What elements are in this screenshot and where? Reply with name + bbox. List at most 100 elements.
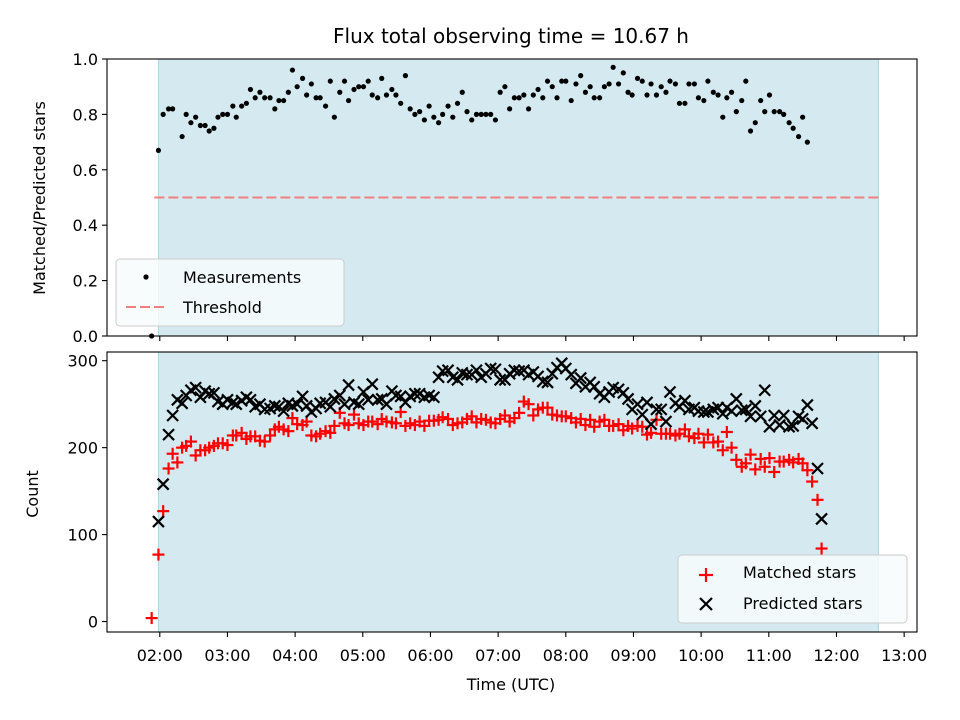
measurement-point [634, 75, 641, 81]
matched-star-point [725, 441, 738, 454]
measurement-point [459, 89, 465, 95]
legend-matched-label: Matched stars [743, 563, 856, 582]
measurement-point [445, 103, 451, 109]
matched-star-point [796, 457, 809, 470]
matched-star-point [465, 410, 478, 423]
measurement-point [322, 103, 329, 109]
counts-y-ticks: 0 100 200 300 [67, 352, 107, 632]
measurement-point [544, 78, 551, 84]
measurement-point [375, 95, 381, 101]
matched-star-point [720, 426, 733, 438]
measurement-point [610, 64, 616, 70]
matched-star-point [162, 462, 175, 475]
measurement-point [473, 111, 480, 117]
predicted-star-point [470, 363, 483, 377]
predicted-star-point [166, 409, 179, 422]
measurement-point [488, 111, 494, 117]
measurement-point [777, 109, 783, 115]
measurement-point [781, 111, 787, 117]
predicted-star-point [432, 370, 445, 384]
counts-legend-box [677, 554, 908, 624]
measurement-point [426, 103, 432, 109]
predicted-star-point [156, 477, 170, 491]
predicted-star-point [725, 404, 738, 418]
predicted-star-point [229, 397, 243, 411]
matched-star-point [282, 425, 295, 438]
measurement-point [421, 117, 427, 123]
measurement-point [758, 97, 764, 104]
measurement-point [578, 73, 584, 79]
measurement-point [285, 89, 291, 95]
measurement-point [412, 111, 418, 117]
predicted-star-point [493, 373, 507, 387]
measurement-point [691, 81, 697, 87]
measurement-point [724, 95, 730, 101]
measurement-point [559, 78, 565, 84]
predicted-star-point [564, 368, 578, 381]
matched-star-point [811, 493, 824, 506]
predicted-star-point [697, 405, 711, 419]
matched-star-point [230, 429, 243, 442]
predicted-star-point [427, 390, 441, 404]
matched-points [145, 395, 828, 625]
measurement-point [313, 95, 319, 101]
predicted-star-point [342, 378, 355, 392]
measurement-point [663, 89, 669, 95]
measurement-point [606, 81, 612, 87]
predicted-star-point [782, 420, 796, 434]
matched-star-point [286, 412, 299, 425]
matched-star-point [588, 420, 601, 433]
measurement-point [786, 120, 792, 126]
measurement-point [701, 97, 707, 104]
measurement-point [197, 122, 203, 129]
measurement-point [795, 133, 802, 140]
measurement-point [211, 125, 217, 131]
predicted-star-point [338, 397, 351, 411]
matched-star-point [626, 422, 639, 435]
predicted-star-point [654, 403, 668, 416]
measurement-point [398, 100, 404, 106]
chart-title: Flux total observing time = 10.67 h [333, 24, 689, 48]
counts-legend: Matched stars Predicted stars [677, 554, 908, 624]
measurement-point [554, 95, 560, 101]
matched-star-point [314, 427, 327, 440]
y-tick-label: 100 [67, 526, 98, 545]
legend-measurements-marker [143, 274, 149, 280]
measurement-point [591, 95, 597, 101]
measurement-point [202, 122, 208, 129]
matched-star-point [442, 412, 455, 425]
measurement-point [308, 81, 314, 87]
measurement-point [728, 89, 735, 95]
measurement-point [620, 70, 626, 76]
predicted-star-point [207, 386, 221, 400]
measurement-point [720, 114, 726, 120]
measurement-point [469, 117, 475, 123]
matched-star-point [768, 466, 781, 478]
measurement-point [743, 78, 749, 84]
matched-star-point [763, 452, 776, 465]
measurement-point [206, 128, 212, 134]
measurement-point [535, 86, 541, 93]
measurement-point [393, 92, 399, 98]
predicted-star-point [328, 392, 341, 406]
measurement-point [771, 109, 777, 115]
measurement-point [521, 92, 527, 98]
predicted-star-point [767, 409, 781, 422]
matched-star-point [324, 426, 337, 439]
matched-star-point [739, 457, 752, 470]
measurement-point [739, 97, 745, 104]
x-tick-label: 08:00 [543, 646, 589, 665]
y-tick-label: 200 [67, 439, 98, 458]
measurement-point [435, 120, 442, 126]
y-tick-label: 300 [67, 352, 98, 371]
predicted-star-point [489, 363, 502, 376]
matched-star-point [498, 409, 511, 422]
legend-predicted-label: Predicted stars [743, 594, 863, 613]
measurement-point [658, 84, 664, 90]
y-tick-label: 0.0 [73, 327, 98, 346]
matched-star-point [815, 542, 828, 555]
y-tick-label: 0.2 [73, 272, 98, 291]
matched-star-point [152, 548, 165, 561]
measurement-point [705, 78, 711, 84]
predicted-star-point [361, 393, 375, 407]
